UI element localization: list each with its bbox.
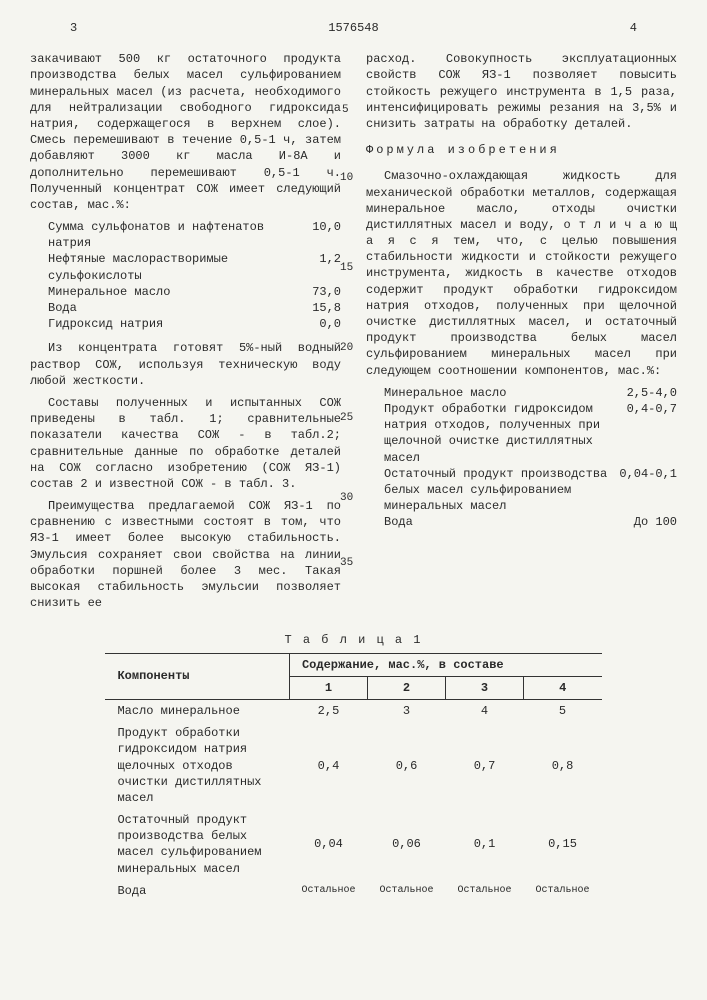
- line-number: 10: [340, 171, 353, 186]
- paragraph: Смазочно-охлаждающая жидкость для механи…: [366, 168, 677, 378]
- table-cell: 0,15: [524, 809, 602, 880]
- composition-row: Продукт обработки гидроксидом натрия отх…: [366, 401, 677, 466]
- composition-row: Гидроксид натрия 0,0: [30, 316, 341, 332]
- comp-label: Сумма сульфонатов и нафтенатов натрия: [48, 219, 312, 251]
- comp-label: Продукт обработки гидроксидом натрия отх…: [384, 401, 627, 466]
- comp-label: Нефтяные маслорастворимые сульфокислоты: [48, 251, 319, 283]
- table-row: Продукт обработки гидроксидом натрия щел…: [105, 722, 601, 809]
- composition-row: Вода До 100: [366, 514, 677, 530]
- table-row: Вода Остальное Остальное Остальное Остал…: [105, 880, 601, 902]
- table-cell: 3: [367, 699, 445, 722]
- comp-value: 0,0: [319, 316, 341, 332]
- table-header: Компоненты: [105, 653, 289, 699]
- table-cell: 0,8: [524, 722, 602, 809]
- composition-table: Компоненты Содержание, мас.%, в составе …: [105, 653, 601, 902]
- table-cell: Остальное: [524, 880, 602, 902]
- table-col-num: 3: [446, 676, 524, 699]
- comp-value: 0,4-0,7: [627, 401, 677, 466]
- comp-value: 73,0: [312, 284, 341, 300]
- line-number: 15: [340, 261, 353, 276]
- composition-row: Остаточный продукт производства белых ма…: [366, 466, 677, 515]
- table-col-num: 2: [367, 676, 445, 699]
- formula-title: Формула изобретения: [366, 142, 677, 158]
- right-column: расход. Совокупность эксплуатационных св…: [366, 51, 677, 617]
- table-header: Содержание, мас.%, в составе: [289, 653, 601, 676]
- table-cell: 0,04: [289, 809, 367, 880]
- paragraph: расход. Совокупность эксплуатационных св…: [366, 51, 677, 132]
- line-number: 35: [340, 556, 353, 571]
- table-cell: Остальное: [289, 880, 367, 902]
- comp-value: 1,2: [319, 251, 341, 283]
- paragraph: Из концентрата готовят 5%-ный водный рас…: [30, 340, 341, 389]
- comp-label: Гидроксид натрия: [48, 316, 319, 332]
- table-cell: Остальное: [367, 880, 445, 902]
- composition-row: Сумма сульфонатов и нафтенатов натрия 10…: [30, 219, 341, 251]
- table-row: Масло минеральное 2,5 3 4 5: [105, 699, 601, 722]
- comp-label: Вода: [48, 300, 312, 316]
- comp-label: Вода: [384, 514, 634, 530]
- left-column: закачивают 500 кг остаточного продукта п…: [30, 51, 341, 617]
- line-number: 25: [340, 411, 353, 426]
- table-cell: Вода: [105, 880, 289, 902]
- comp-value: 0,04-0,1: [619, 466, 677, 515]
- composition-row: Минеральное масло 73,0: [30, 284, 341, 300]
- paragraph: Преимущества предлагаемой СОЖ ЯЗ-1 по ср…: [30, 498, 341, 611]
- table-cell: 0,1: [446, 809, 524, 880]
- table-cell: 0,06: [367, 809, 445, 880]
- composition-row: Минеральное масло 2,5-4,0: [366, 385, 677, 401]
- table-title: Т а б л и ц а 1: [30, 632, 677, 648]
- comp-value: До 100: [634, 514, 677, 530]
- table-1: Т а б л и ц а 1 Компоненты Содержание, м…: [30, 632, 677, 902]
- table-cell: 4: [446, 699, 524, 722]
- line-number: 20: [340, 341, 353, 356]
- table-cell: 0,6: [367, 722, 445, 809]
- comp-value: 15,8: [312, 300, 341, 316]
- table-cell: Остальное: [446, 880, 524, 902]
- table-cell: 2,5: [289, 699, 367, 722]
- table-cell: 0,4: [289, 722, 367, 809]
- composition-row: Нефтяные маслорастворимые сульфокислоты …: [30, 251, 341, 283]
- patent-number: 1576548: [328, 20, 378, 36]
- paragraph: Составы полученных и испытанных СОЖ прив…: [30, 395, 341, 492]
- page-num-right: 4: [630, 20, 637, 36]
- comp-value: 2,5-4,0: [627, 385, 677, 401]
- table-row: Остаточный продукт производства белых ма…: [105, 809, 601, 880]
- table-cell: Масло минеральное: [105, 699, 289, 722]
- composition-row: Вода 15,8: [30, 300, 341, 316]
- page-num-left: 3: [70, 20, 77, 36]
- comp-label: Минеральное масло: [48, 284, 312, 300]
- line-number: 5: [342, 103, 349, 118]
- composition-list: Минеральное масло 2,5-4,0 Продукт обрабо…: [366, 385, 677, 531]
- table-col-num: 1: [289, 676, 367, 699]
- paragraph: закачивают 500 кг остаточного продукта п…: [30, 51, 341, 213]
- table-cell: Продукт обработки гидроксидом натрия щел…: [105, 722, 289, 809]
- comp-label: Минеральное масло: [384, 385, 627, 401]
- line-number: 30: [340, 491, 353, 506]
- table-cell: 0,7: [446, 722, 524, 809]
- table-col-num: 4: [524, 676, 602, 699]
- composition-list: Сумма сульфонатов и нафтенатов натрия 10…: [30, 219, 341, 332]
- table-cell: 5: [524, 699, 602, 722]
- comp-label: Остаточный продукт производства белых ма…: [384, 466, 619, 515]
- comp-value: 10,0: [312, 219, 341, 251]
- table-cell: Остаточный продукт производства белых ма…: [105, 809, 289, 880]
- two-column-layout: 5 10 15 20 25 30 35 закачивают 500 кг ос…: [30, 51, 677, 617]
- page-header: 3 1576548 4: [30, 20, 677, 36]
